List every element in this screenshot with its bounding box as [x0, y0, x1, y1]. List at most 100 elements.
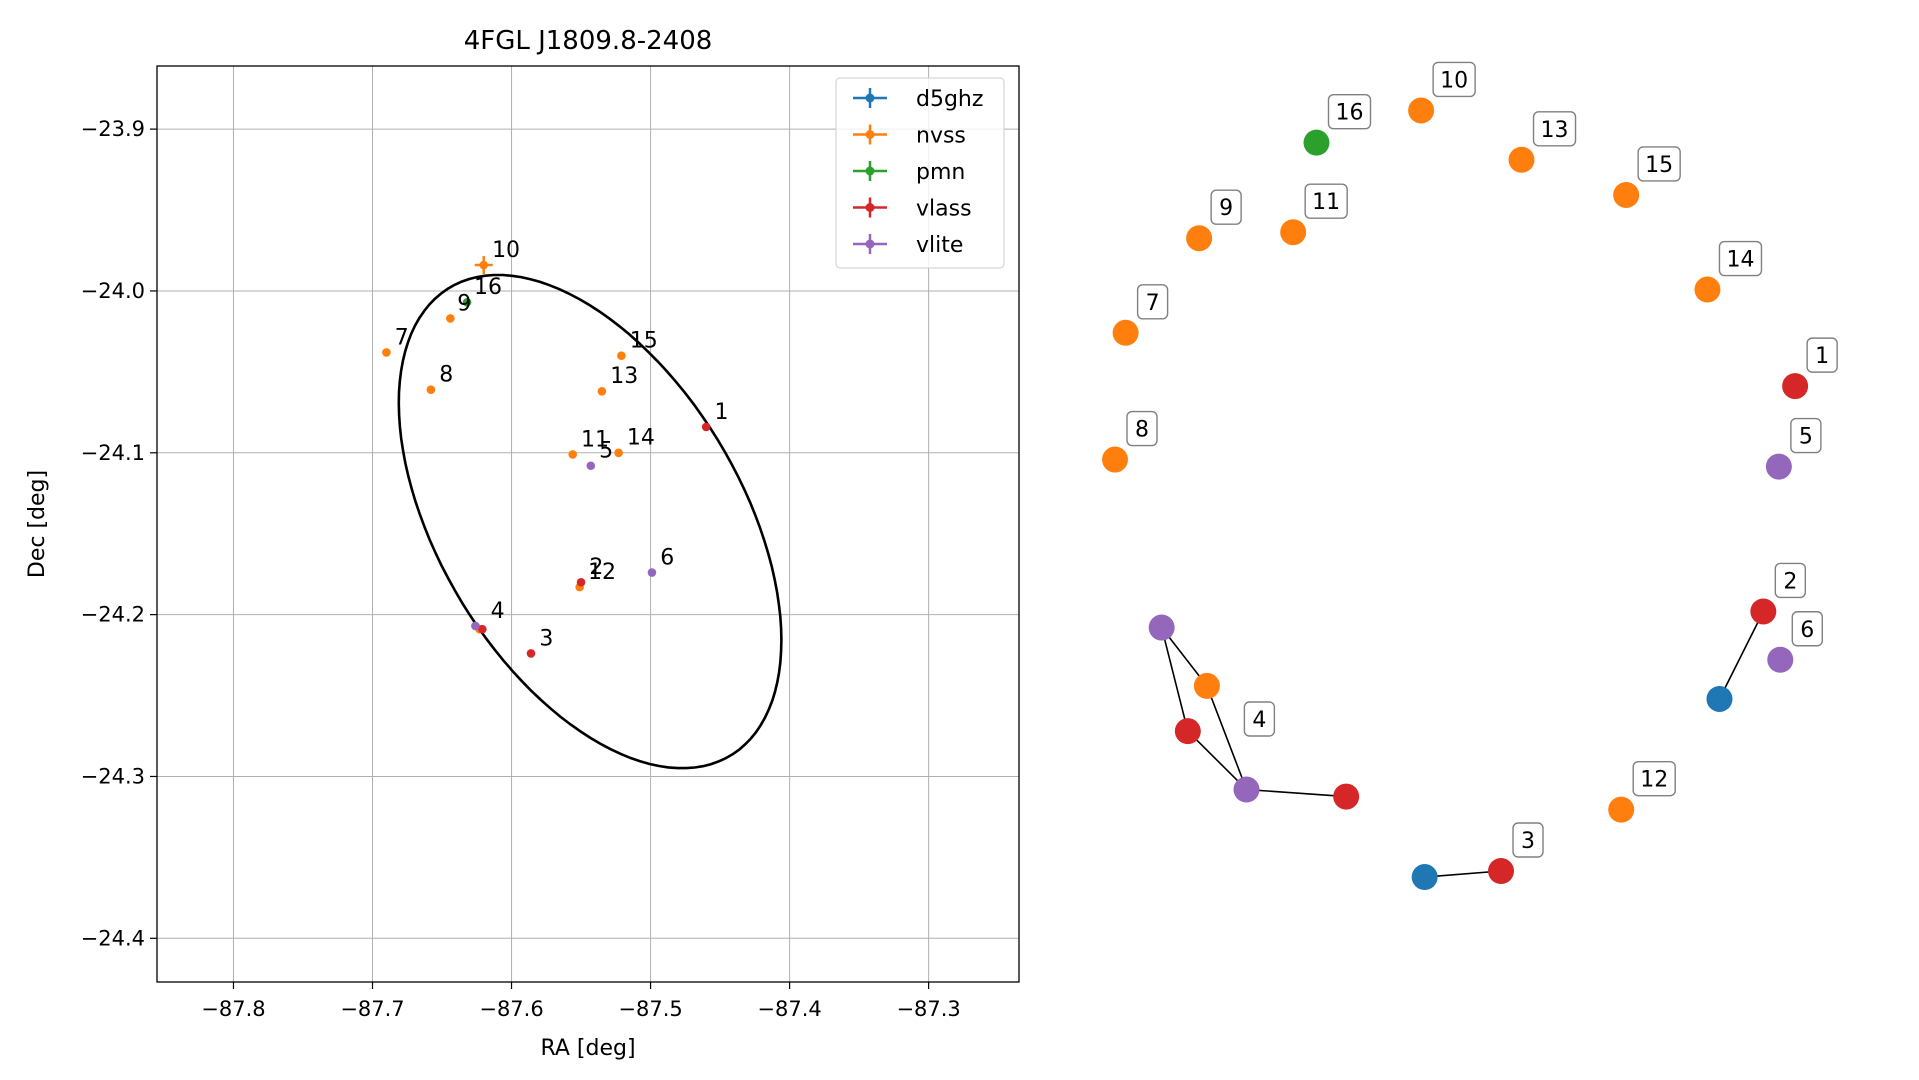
data-point-pmn-16 — [462, 297, 472, 307]
graph-node-label: 8 — [1126, 410, 1158, 447]
grid-layer — [157, 66, 1019, 982]
axes-frame — [156, 65, 1020, 983]
legend-frame — [835, 77, 1005, 269]
chart-title: 4FGL J1809.8-2408 — [464, 26, 713, 56]
point-annotation: 11 — [581, 427, 609, 452]
data-point-vlite-6 — [647, 568, 657, 577]
y-tick-label: −24.2 — [81, 603, 145, 627]
graph-node — [1102, 446, 1128, 473]
legend-entry-vlass: vlass — [853, 197, 972, 222]
point-annotation: 7 — [395, 325, 409, 350]
point-annotation: 10 — [492, 238, 520, 263]
points-layer — [382, 256, 711, 658]
graph-node — [1233, 776, 1260, 803]
graph-node — [1174, 718, 1201, 745]
graph-edge — [1160, 627, 1189, 732]
y-tick-label: −24.0 — [81, 279, 145, 303]
svg-text:14: 14 — [1726, 248, 1754, 273]
point-annotation: 12 — [588, 560, 616, 585]
svg-text:6: 6 — [1800, 618, 1814, 643]
uncertainty-ellipse — [397, 273, 783, 770]
legend-entry-nvss: nvss — [853, 124, 966, 149]
graph-node — [1608, 796, 1635, 823]
legend-label: vlass — [916, 197, 972, 222]
node-layer — [1102, 97, 1809, 891]
legend-label: nvss — [916, 124, 966, 149]
graph-node-label: 1 — [1806, 337, 1838, 373]
graph-node-label: 11 — [1304, 183, 1348, 219]
graph-node — [1694, 276, 1721, 303]
graph-node — [1193, 672, 1220, 699]
data-point-vlite-5 — [586, 461, 596, 471]
legend-entry-pmn: pmn — [853, 160, 965, 185]
graph-node-label: 2 — [1774, 562, 1807, 599]
graph-node-label: 4 — [1243, 701, 1276, 737]
x-tick-label: −87.8 — [201, 997, 265, 1021]
point-annotation: 3 — [539, 626, 553, 651]
graph-node — [1765, 453, 1792, 480]
x-tick-label: −87.3 — [896, 997, 960, 1021]
data-point-nvss-13 — [597, 386, 607, 396]
svg-text:9: 9 — [1219, 196, 1233, 221]
graph-edge — [1246, 788, 1347, 798]
svg-text:10: 10 — [1440, 68, 1468, 93]
graph-node — [1148, 614, 1175, 641]
point-annotation: 1 — [715, 400, 729, 425]
graph-node — [1333, 783, 1360, 810]
point-annotation: 14 — [627, 426, 655, 451]
data-point-nvss-11 — [568, 450, 578, 459]
graph-node — [1706, 685, 1733, 712]
svg-text:13: 13 — [1541, 118, 1569, 143]
svg-text:11: 11 — [1312, 190, 1340, 215]
data-point-vlass-4 — [478, 624, 487, 634]
svg-text:3: 3 — [1521, 829, 1535, 854]
graph-node-label: 15 — [1637, 146, 1681, 182]
x-tick-label: −87.5 — [618, 997, 682, 1021]
graph-node — [1508, 146, 1535, 173]
x-tick-label: −87.4 — [757, 997, 821, 1021]
data-point-nvss-15 — [617, 351, 626, 360]
y-tick-label: −24.1 — [81, 441, 145, 465]
graph-edge — [1206, 685, 1248, 790]
graph-node-label: 9 — [1210, 189, 1242, 225]
graph-node-label: 13 — [1532, 111, 1577, 147]
point-annotation: 9 — [457, 291, 471, 316]
point-annotation: 2 — [589, 555, 603, 580]
x-tick-label: −87.7 — [340, 997, 404, 1021]
data-point-vlite-4 — [471, 621, 480, 631]
svg-text:5: 5 — [1799, 425, 1813, 450]
graph-node-label: 5 — [1790, 417, 1822, 454]
graph-edge — [1187, 730, 1248, 791]
svg-text:8: 8 — [1135, 418, 1149, 443]
legend-label: vlite — [916, 233, 963, 258]
data-point-vlass-2 — [576, 577, 586, 587]
graph-node-label: 16 — [1327, 93, 1372, 130]
graph-node — [1411, 864, 1438, 891]
y-tick-label: −24.4 — [81, 926, 145, 950]
svg-text:2: 2 — [1783, 569, 1797, 594]
graph-node — [1750, 598, 1777, 625]
legend: d5ghz nvss pmn vlass vlite — [835, 77, 1005, 269]
x-axis-label: RA [deg] — [540, 1036, 635, 1061]
ellipse-layer — [397, 273, 783, 770]
point-annotation: 4 — [491, 599, 505, 624]
graph-node — [1186, 225, 1213, 252]
data-point-nvss-9 — [446, 314, 455, 323]
data-point-nvss-14 — [614, 448, 623, 458]
graph-node — [1303, 129, 1330, 156]
legend-label: pmn — [916, 160, 965, 185]
graph-node — [1613, 181, 1640, 208]
data-point-vlass-1 — [701, 422, 711, 432]
graph-node — [1112, 319, 1139, 346]
y-tick-label: −24.3 — [81, 764, 145, 788]
graph-node — [1782, 373, 1809, 400]
graph-node-label: 14 — [1718, 240, 1763, 277]
point-annotation: 16 — [474, 275, 502, 300]
graph-node — [1488, 858, 1515, 885]
graph-edge — [1718, 611, 1765, 700]
ticks-layer: −87.8 −87.7 −87.6 −87.5 −87.4 −87.3 −23.9 −24.0… — [81, 117, 961, 1021]
